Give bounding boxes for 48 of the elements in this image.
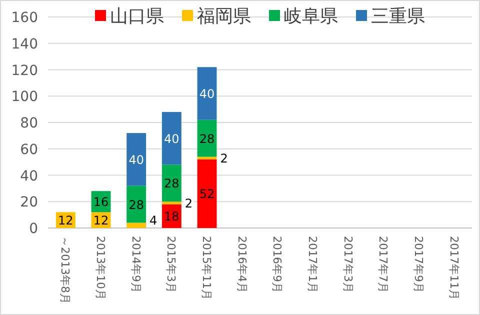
- data-label: 16: [93, 195, 109, 210]
- x-tick-label: 2014年9月: [129, 236, 142, 293]
- x-tick-label: 2016年9月: [270, 236, 284, 293]
- x-tick-label: 2013年10月: [94, 236, 107, 300]
- x-tick-label: 2015年3月: [164, 236, 178, 293]
- data-label: 12: [93, 214, 109, 228]
- bar: [162, 164, 182, 202]
- data-label: 40: [199, 86, 215, 101]
- x-tick-label: 2017年9月: [412, 236, 425, 293]
- bar: [126, 222, 146, 228]
- data-label: 40: [128, 152, 144, 167]
- data-label: 2: [184, 196, 193, 210]
- x-tick-label: 2016年4月: [235, 236, 248, 293]
- y-tick-label: 40: [20, 168, 38, 184]
- x-tick-label: 2015年11月: [200, 236, 213, 300]
- data-label: 12: [58, 214, 74, 228]
- legend-label: 三重県: [371, 6, 425, 27]
- y-tick-label: 100: [11, 89, 38, 106]
- data-label: 28: [199, 132, 215, 146]
- x-tick-label: 2017年7月: [376, 236, 390, 293]
- data-label: 40: [164, 132, 180, 146]
- y-tick-label: 120: [11, 62, 38, 79]
- data-label: 52: [199, 187, 215, 202]
- x-tick-label: ～2013年8月: [58, 236, 72, 304]
- legend-label: 岐阜県: [284, 6, 338, 27]
- y-tick-label: 140: [11, 36, 38, 52]
- y-tick-label: 160: [11, 10, 38, 26]
- y-tick-label: 60: [20, 142, 38, 158]
- y-tick-label: 0: [29, 221, 38, 237]
- legend-label: 福岡県: [197, 6, 251, 27]
- data-label: 18: [164, 210, 180, 224]
- x-tick-label: 2017年11月: [447, 236, 460, 300]
- bar: [197, 156, 217, 160]
- x-tick-label: 2017年1月: [306, 236, 319, 293]
- bar: [162, 112, 182, 165]
- data-label: 4: [150, 214, 158, 228]
- bar: [126, 186, 146, 223]
- data-label: 28: [128, 198, 144, 212]
- y-tick-label: 20: [20, 194, 38, 211]
- x-tick-label: 2017年3月: [341, 236, 354, 293]
- y-tick-label: 80: [20, 116, 38, 132]
- data-label: 28: [164, 176, 180, 191]
- bar: [197, 159, 217, 228]
- bar: [162, 202, 182, 204]
- data-label: 2: [220, 152, 228, 166]
- bar: [126, 133, 146, 186]
- legend-label: 山口県: [110, 6, 164, 27]
- bar: [197, 67, 217, 120]
